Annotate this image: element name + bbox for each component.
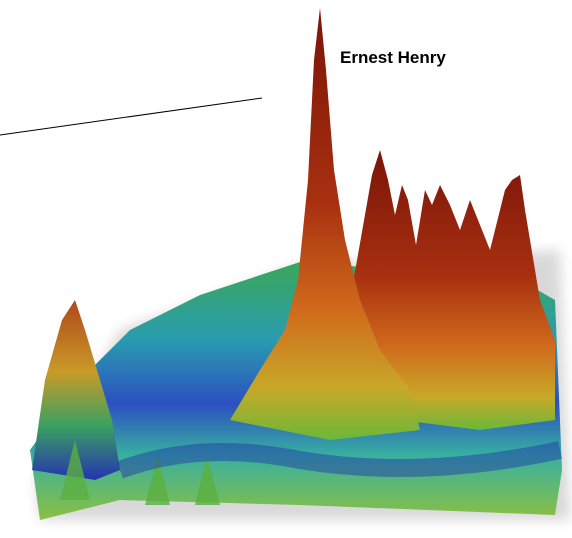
body: Ernest Henry (() => { const data = JSON.… [0, 0, 572, 538]
annotation-label: Ernest Henry [340, 48, 446, 67]
terrain-scene: Ernest Henry [0, 0, 572, 538]
leader-line [0, 98, 262, 135]
page: {"label": "Ernest Henry"} html, body { m… [0, 0, 572, 538]
